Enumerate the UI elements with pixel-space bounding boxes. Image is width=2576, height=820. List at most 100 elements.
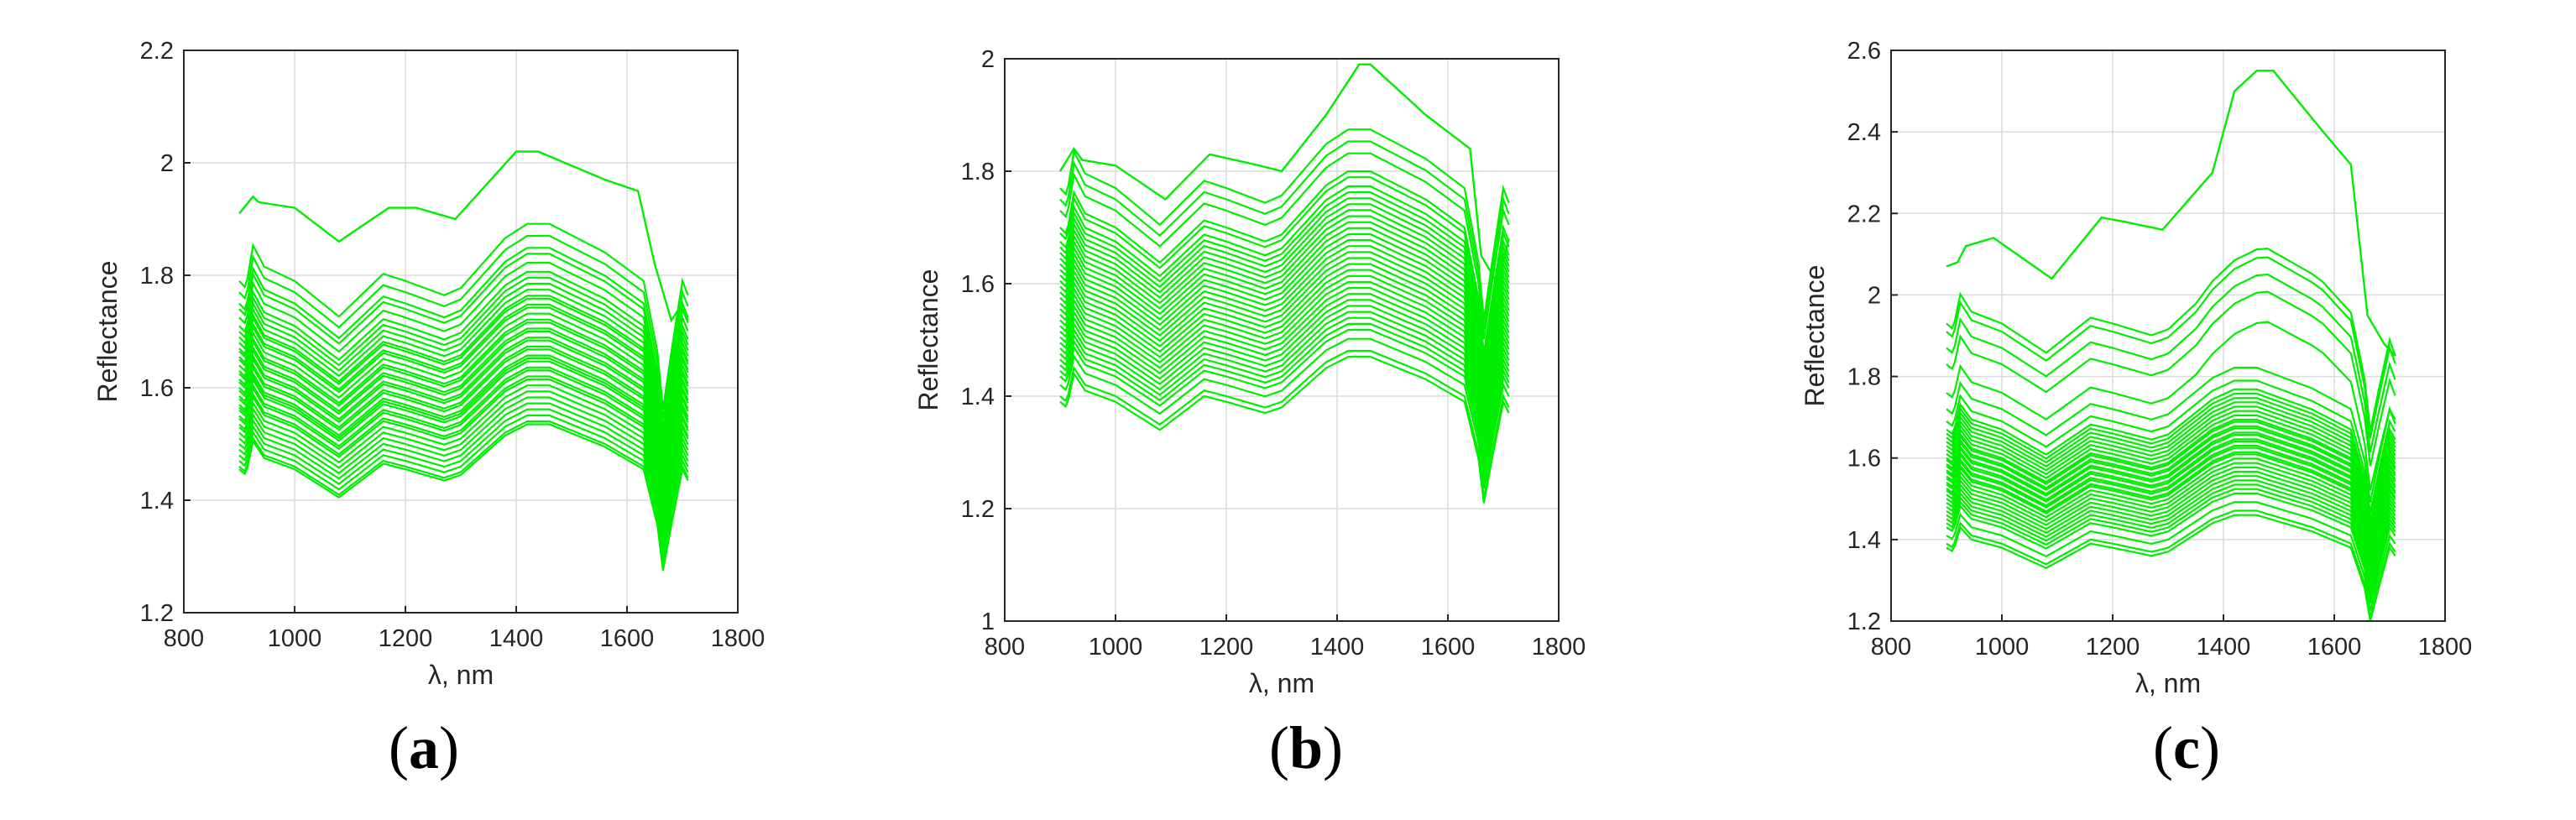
y-tick-label: 1.4 xyxy=(1847,527,1881,554)
series-line xyxy=(1059,191,1510,371)
x-tick-label: 1400 xyxy=(1310,634,1365,661)
y-tick-label: 1.8 xyxy=(961,159,995,185)
chart-panel-c: 800 1000 1200 1400 1600 1800 1.2 1.4 1.6 1.8 2 2.2 2… xyxy=(1800,38,2473,698)
series-line xyxy=(1946,256,2396,439)
series-line xyxy=(1946,479,2396,593)
series-line xyxy=(1059,197,1510,376)
x-tick-label: 800 xyxy=(1871,634,1911,661)
series-line xyxy=(238,289,689,462)
x-tick-label: 1800 xyxy=(2418,634,2473,661)
x-tick-label: 800 xyxy=(164,625,204,652)
series-line xyxy=(1946,388,2396,520)
series-line xyxy=(1059,299,1510,457)
series-line xyxy=(1946,514,2396,622)
series-line xyxy=(1059,293,1510,453)
series-line xyxy=(1059,322,1510,477)
y-axis-label: Reflectance xyxy=(913,269,943,411)
series-line xyxy=(1059,257,1510,424)
series-line xyxy=(1946,492,2396,604)
series-line xyxy=(238,295,689,467)
y-tick-label: 2.2 xyxy=(140,38,174,65)
series-line xyxy=(1946,457,2396,577)
series-line xyxy=(1059,152,1510,340)
series-line xyxy=(238,318,689,487)
panel-letter-b: (b) xyxy=(1268,714,1343,781)
series-line xyxy=(1946,447,2396,567)
series-line xyxy=(1946,483,2396,598)
y-tick-label: 2.2 xyxy=(1847,201,1881,227)
y-tick-label: 1.8 xyxy=(1847,364,1881,391)
series-line xyxy=(1059,316,1510,473)
series-line xyxy=(238,420,689,569)
series-line xyxy=(1059,221,1510,395)
x-axis-label: λ, nm xyxy=(1249,668,1314,698)
y-tick-label: 1 xyxy=(981,608,995,635)
series-line xyxy=(1946,321,2396,491)
chart-panel-a: 800 1000 1200 1400 1600 1800 1.2 1.4 1.6 1.8 2 2.2 λ… xyxy=(92,38,765,690)
series-line xyxy=(1946,466,2396,583)
series-line xyxy=(238,358,689,518)
series-line xyxy=(1059,274,1510,439)
series-line xyxy=(1946,410,2396,538)
y-tick-label: 2 xyxy=(160,150,174,177)
series-line xyxy=(1059,176,1510,359)
series-line xyxy=(238,339,689,504)
series-line xyxy=(238,282,689,458)
series-line xyxy=(238,270,689,448)
series-line xyxy=(238,414,689,564)
axes-box xyxy=(1890,50,2446,622)
series-line xyxy=(1059,349,1510,499)
series-line xyxy=(1946,70,2396,358)
y-tick-label: 1.4 xyxy=(140,488,174,514)
series-line xyxy=(238,396,689,550)
series-line xyxy=(238,345,689,509)
chart-panel-b: 800 1000 1200 1400 1600 1800 1 1.2 1.4 1.6 1.8 2 λ, … xyxy=(913,46,1586,698)
series-line xyxy=(238,369,689,528)
series-line xyxy=(238,303,689,475)
x-axis-label: λ, nm xyxy=(428,660,494,690)
series-line xyxy=(1946,397,2396,527)
series-line xyxy=(1946,453,2396,573)
series-line xyxy=(1946,425,2396,551)
y-tick-label: 2.4 xyxy=(1847,119,1881,146)
series-line xyxy=(238,331,689,497)
series-line xyxy=(238,337,689,501)
series-line xyxy=(238,354,689,515)
series-line xyxy=(1946,462,2396,580)
series-line xyxy=(1946,414,2396,541)
series-line xyxy=(238,379,689,535)
series-line xyxy=(1059,337,1510,489)
series-line xyxy=(238,276,689,453)
series-line xyxy=(1946,405,2396,535)
y-tick-label: 2.6 xyxy=(1847,38,1881,65)
axes-box xyxy=(183,50,739,614)
x-tick-label: 1200 xyxy=(379,625,433,652)
series-line xyxy=(1059,232,1510,405)
series-line xyxy=(1059,280,1510,443)
series-line xyxy=(1059,170,1510,354)
y-tick-label: 1.8 xyxy=(140,263,174,290)
x-tick-label: 1600 xyxy=(2307,634,2362,661)
series-group xyxy=(1946,70,2396,622)
series-line xyxy=(238,423,689,571)
y-tick-label: 1.6 xyxy=(1847,446,1881,473)
y-tick-label: 1.2 xyxy=(140,600,174,627)
series-line xyxy=(1059,269,1510,434)
panel-letter-a: (a) xyxy=(389,714,459,781)
series-line xyxy=(1946,470,2396,587)
series-line xyxy=(238,222,689,410)
series-line xyxy=(238,321,689,489)
series-line xyxy=(1059,203,1510,381)
series-line xyxy=(238,408,689,559)
series-line xyxy=(238,297,689,470)
series-line xyxy=(1059,245,1510,415)
series-line xyxy=(238,390,689,545)
series-line xyxy=(1946,501,2396,611)
series-line xyxy=(238,312,689,482)
series-line xyxy=(1059,328,1510,482)
series-line xyxy=(1946,273,2396,452)
series-line xyxy=(238,253,689,434)
series-line xyxy=(238,327,689,494)
panel-letter-c: (c) xyxy=(2153,714,2220,781)
